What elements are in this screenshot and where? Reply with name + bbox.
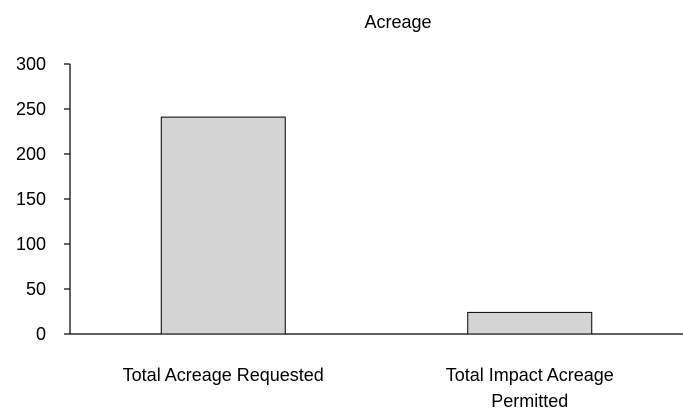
bar <box>160 116 286 335</box>
y-tick-label: 300 <box>16 54 46 74</box>
y-tick-label: 50 <box>26 279 46 299</box>
bar <box>467 311 593 335</box>
y-tick-label: 150 <box>16 189 46 209</box>
x-category-label: Permitted <box>491 391 568 411</box>
x-category-label: Total Acreage Requested <box>123 365 324 385</box>
y-tick-label: 100 <box>16 234 46 254</box>
y-tick-label: 200 <box>16 144 46 164</box>
bars <box>160 116 593 335</box>
chart-title-group: Acreage <box>364 12 431 32</box>
chart-title: Acreage <box>364 12 431 32</box>
y-tick-label: 250 <box>16 99 46 119</box>
category-labels: Total Acreage Requested Total Impact Acre… <box>123 365 614 411</box>
y-axis: 0 50 100 150 200 250 300 <box>16 54 71 344</box>
x-category-label: Total Impact Acreage <box>446 365 614 385</box>
y-tick-label: 0 <box>36 324 46 344</box>
